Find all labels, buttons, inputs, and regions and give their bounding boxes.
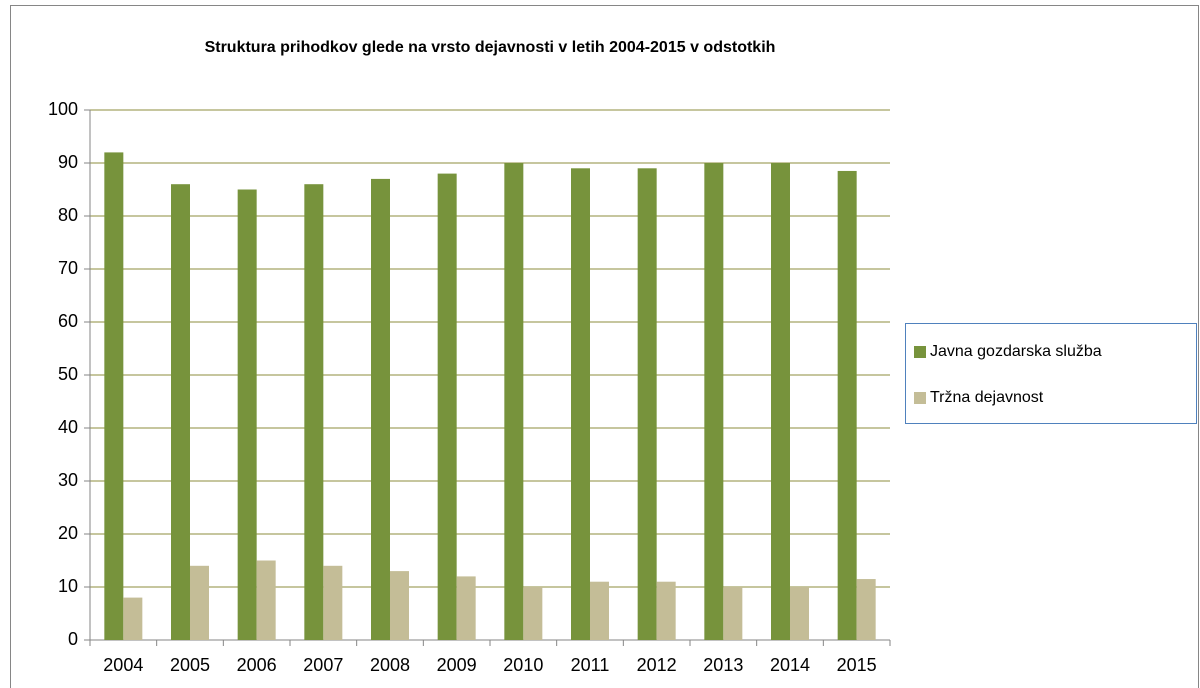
bar: [523, 587, 543, 640]
y-tick-label: 50: [58, 364, 78, 384]
bar: [504, 163, 524, 640]
bar: [456, 576, 476, 640]
bar: [856, 579, 876, 640]
bar: [304, 184, 324, 640]
legend-label: Javna gozdarska služba: [930, 343, 1102, 360]
y-tick-label: 40: [58, 417, 78, 437]
x-tick-label: 2014: [770, 655, 810, 675]
x-tick-label: 2009: [437, 655, 477, 675]
bar: [104, 152, 124, 640]
y-tick-label: 0: [68, 629, 78, 649]
x-tick-label: 2008: [370, 655, 410, 675]
bar: [771, 163, 790, 640]
bar: [704, 163, 724, 640]
bar: [323, 565, 343, 640]
x-tick-label: 2004: [103, 655, 143, 675]
bar: [790, 587, 809, 640]
x-tick-label: 2006: [237, 655, 277, 675]
bar: [237, 189, 257, 640]
bar: [637, 168, 657, 641]
chart-title: Struktura prihodkov glede na vrsto dejav…: [205, 39, 776, 56]
x-tick-label: 2010: [503, 655, 543, 675]
y-tick-label: 70: [58, 258, 78, 278]
bar: [390, 571, 409, 640]
x-tick-label: 2007: [303, 655, 343, 675]
x-tick-label: 2013: [703, 655, 743, 675]
y-tick-label: 10: [58, 576, 78, 596]
y-tick-label: 80: [58, 205, 78, 225]
bar: [123, 597, 143, 640]
bar: [256, 560, 276, 640]
x-tick-label: 2012: [637, 655, 677, 675]
bar: [837, 170, 857, 640]
bar: [571, 168, 590, 641]
x-tick-label: 2011: [571, 655, 610, 675]
legend-swatch: [914, 392, 926, 404]
bar: [190, 565, 209, 640]
legend-box: [905, 323, 1197, 424]
y-tick-label: 20: [58, 523, 78, 543]
x-tick-label: 2015: [837, 655, 877, 675]
y-tick-label: 100: [48, 99, 78, 119]
x-tick-label: 2005: [170, 655, 210, 675]
bar: [590, 581, 609, 640]
y-tick-label: 90: [58, 152, 78, 172]
legend-swatch: [914, 346, 926, 358]
y-tick-label: 30: [58, 470, 78, 490]
bar: [437, 173, 457, 640]
y-tick-label: 60: [58, 311, 78, 331]
legend-label: Tržna dejavnost: [930, 389, 1044, 406]
bar: [723, 587, 743, 640]
bar: [656, 581, 676, 640]
bar: [171, 184, 190, 640]
bar: [371, 178, 390, 640]
